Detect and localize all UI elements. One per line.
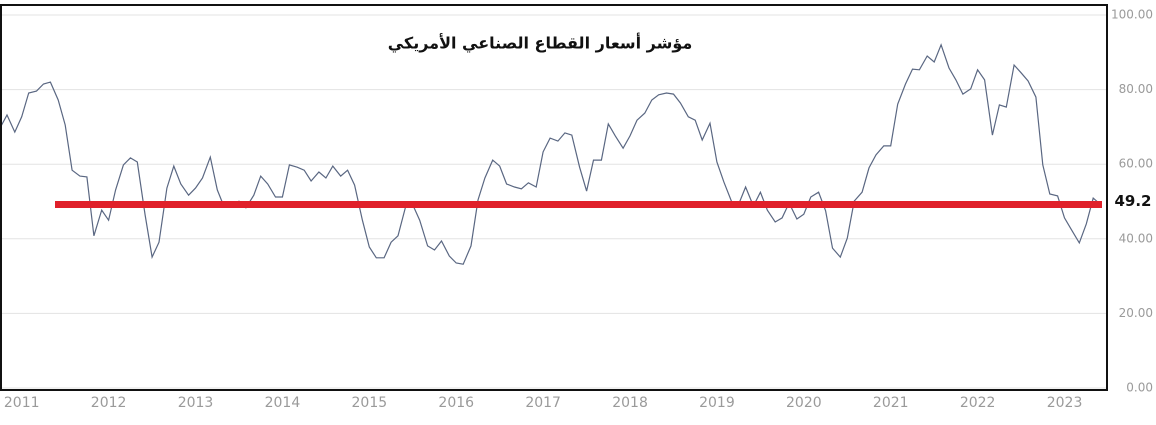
y-tick-label: 60.00 [1119, 157, 1153, 171]
x-tick-label: 2022 [960, 395, 996, 411]
x-tick-label: 2012 [91, 395, 127, 411]
x-tick-label: 2018 [612, 395, 648, 411]
x-tick-label: 2019 [699, 395, 735, 411]
y-tick-label: 80.00 [1119, 82, 1153, 96]
x-tick-label: 2014 [265, 395, 301, 411]
data-line [0, 43, 1102, 265]
y-tick-label: 100.00 [1111, 8, 1153, 22]
x-tick-label: 2017 [525, 395, 561, 411]
chart-title: مؤشر أسعار القطاع الصناعي الأمريكي [388, 33, 693, 54]
x-tick-label: 2023 [1047, 395, 1083, 411]
y-tick-label: 40.00 [1119, 231, 1153, 245]
x-tick-label: 2013 [178, 395, 214, 411]
y-tick-label: 0.00 [1126, 381, 1153, 395]
plot-frame [0, 4, 1108, 391]
x-tick-label: 2015 [352, 395, 388, 411]
x-tick-label: 2021 [873, 395, 909, 411]
x-tick-label: 2016 [438, 395, 474, 411]
y-tick-label: 20.00 [1119, 306, 1153, 320]
x-tick-label: 2011 [4, 395, 40, 411]
x-tick-label: 2020 [786, 395, 822, 411]
reference-label: 49.2 [1114, 192, 1151, 210]
